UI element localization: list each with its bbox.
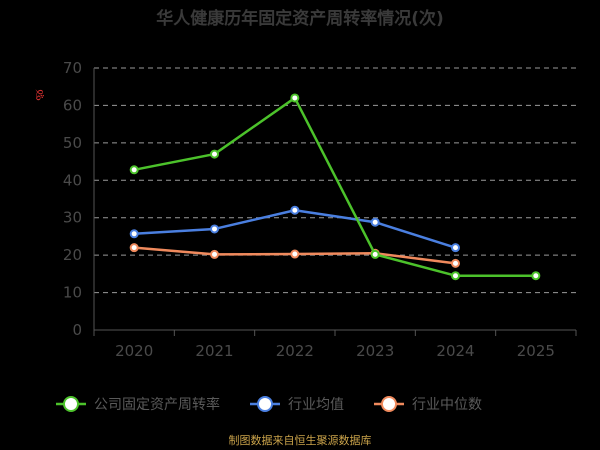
legend-label: 行业中位数	[412, 397, 482, 413]
legend: 公司固定资产周转率 行业均值 行业中位数	[56, 396, 482, 413]
y-tick-label: 40	[63, 171, 82, 189]
data-point	[451, 271, 460, 281]
y-tick-label: 60	[63, 96, 82, 114]
data-point	[370, 249, 380, 259]
series-line	[133, 96, 536, 277]
data-point	[451, 243, 460, 253]
data-point	[210, 249, 219, 259]
data-point	[210, 224, 219, 234]
data-point	[129, 243, 139, 253]
data-point	[531, 271, 541, 281]
x-tick-label: 2023	[356, 342, 394, 360]
axes: 0 10 20 30 40 50 60 70 2020 2021 2022 2023 2024 2025	[63, 59, 577, 360]
legend-label: 公司固定资产周转率	[94, 396, 220, 413]
x-tick-label: 2025	[517, 342, 555, 360]
y-tick-label: 50	[63, 134, 82, 152]
grid	[94, 67, 576, 294]
y-tick-label: 0	[72, 321, 82, 339]
legend-label: 行业均值	[288, 397, 344, 413]
y-tick-label: 30	[63, 209, 82, 227]
legend-swatch-marker	[63, 396, 79, 412]
legend-swatch-marker	[257, 396, 273, 412]
y-tick-label: 20	[63, 246, 82, 264]
legend-swatch-marker	[381, 396, 397, 412]
watermark-logo: ૹ	[32, 89, 46, 101]
x-tick-label: 2021	[195, 342, 233, 360]
data-point	[129, 165, 139, 175]
data-point	[370, 217, 380, 227]
series-line	[134, 208, 456, 249]
data-point	[290, 249, 300, 259]
x-tick-label: 2024	[436, 342, 474, 360]
source-note: 制图数据来自恒生聚源数据库	[229, 433, 372, 447]
data-point	[451, 258, 460, 268]
data-point	[210, 149, 219, 159]
data-point	[290, 93, 300, 103]
series-layer	[129, 93, 541, 281]
data-point	[129, 229, 139, 239]
chart-title: 华人健康历年固定资产周转率情况(次)	[156, 8, 444, 29]
y-tick-label: 70	[63, 59, 82, 77]
data-point	[290, 205, 300, 215]
y-tick-label: 10	[63, 284, 82, 302]
x-tick-label: 2022	[276, 342, 314, 360]
x-tick-label: 2020	[115, 342, 153, 360]
